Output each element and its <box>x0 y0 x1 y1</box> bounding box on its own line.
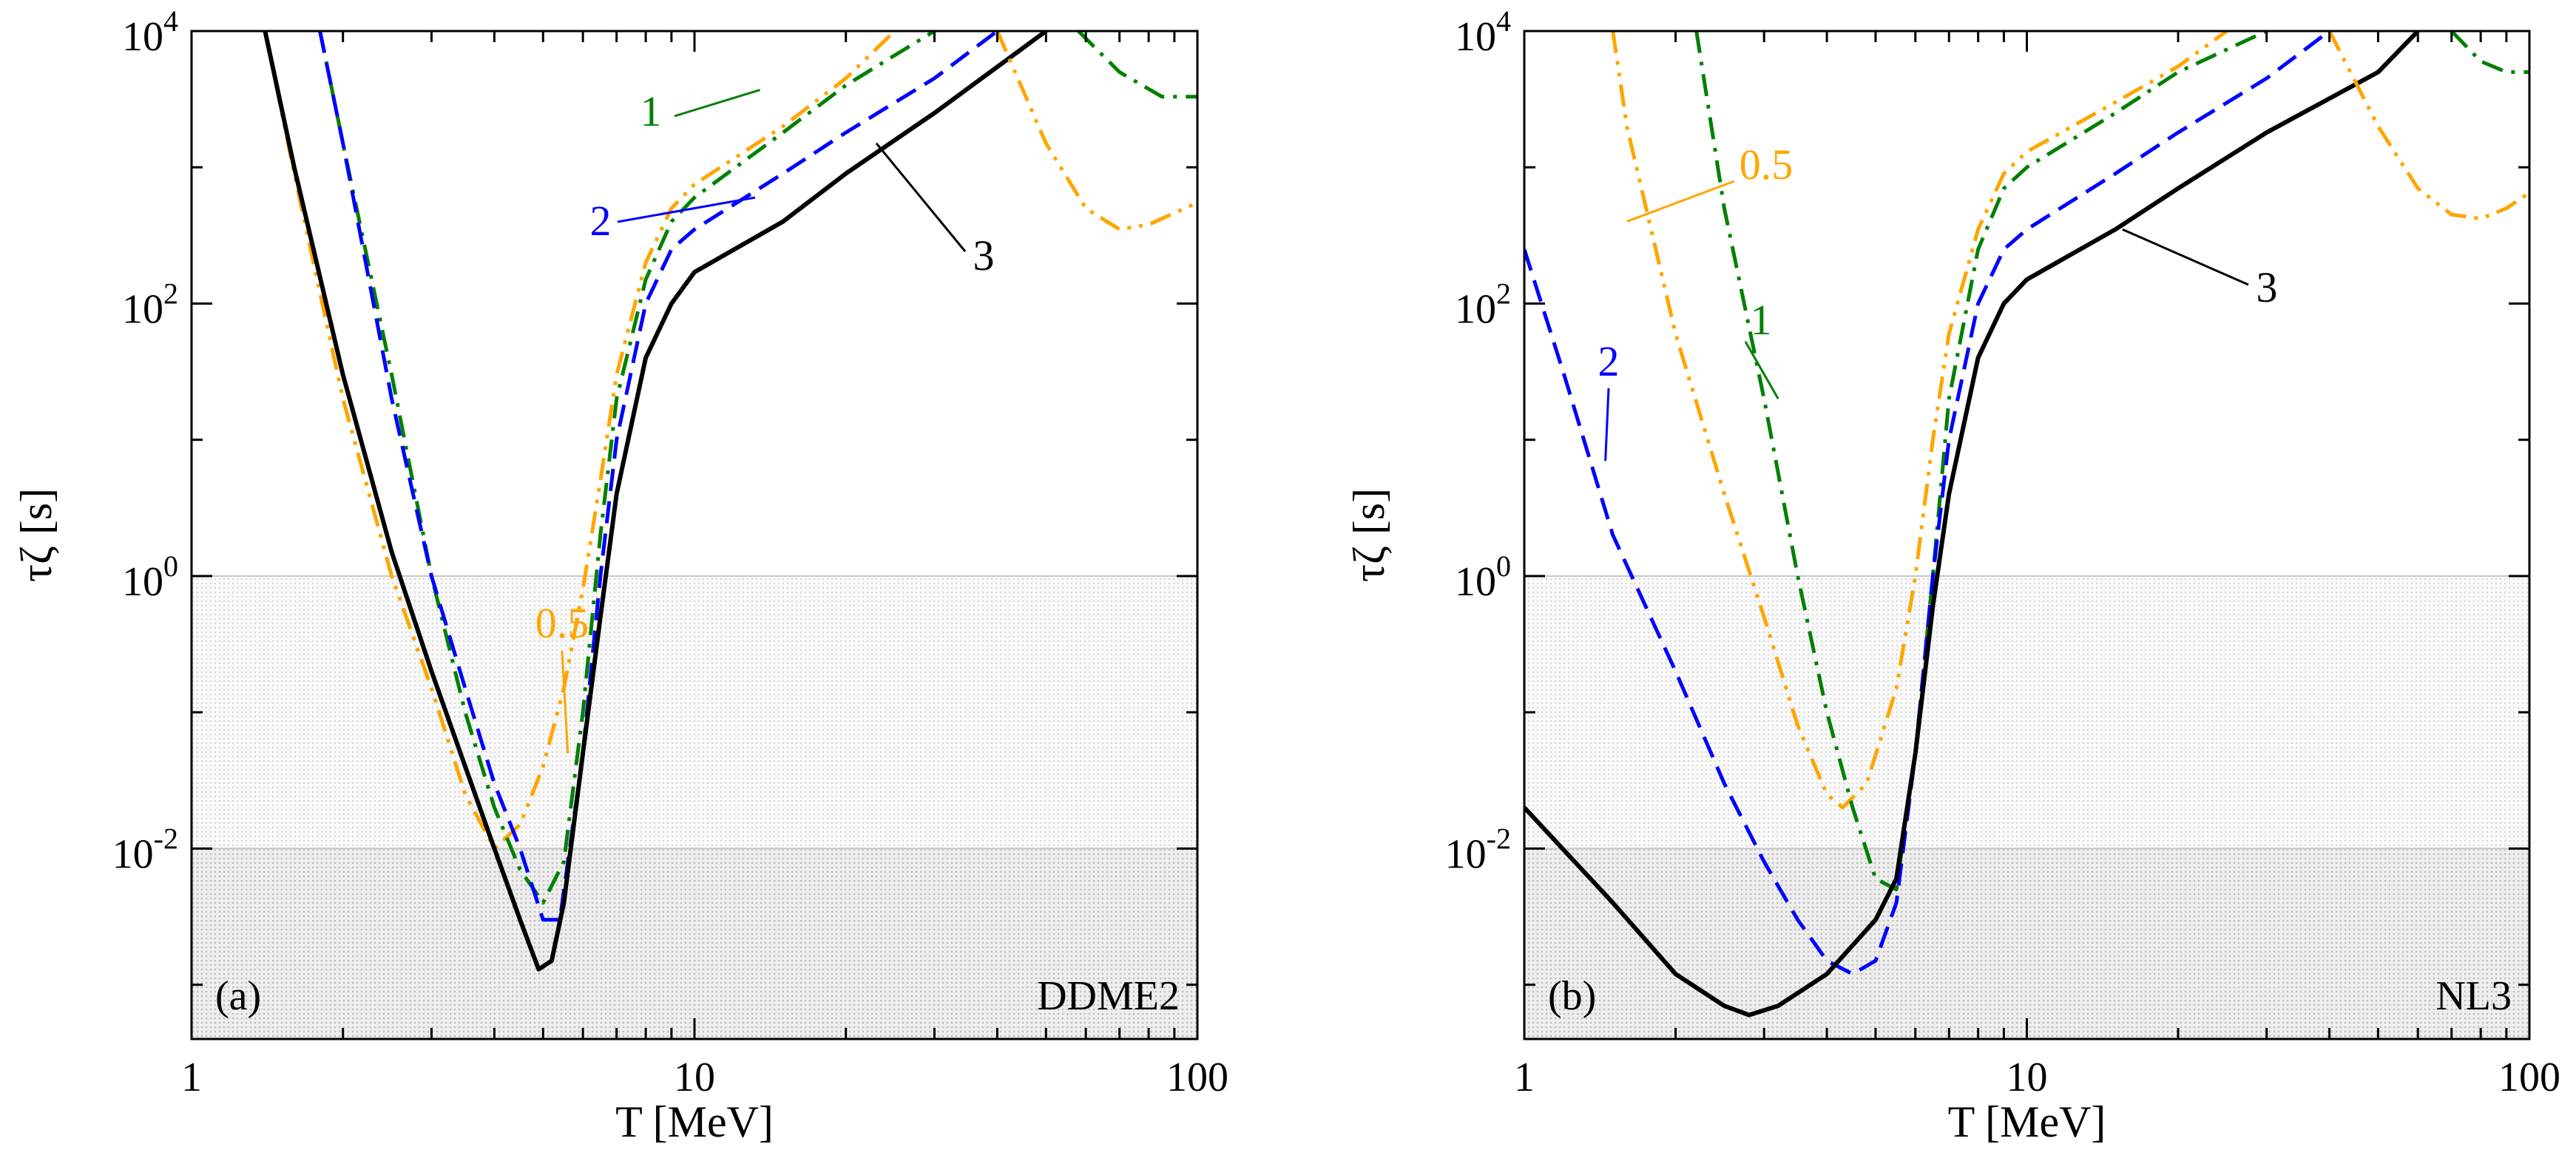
model-label: DDME2 <box>1037 973 1180 1019</box>
curve-label: 0.5 <box>535 599 589 647</box>
x-tick-label: 10 <box>2007 1055 2048 1100</box>
x-tick-label: 10 <box>674 1055 715 1100</box>
curve-label: 1 <box>640 87 662 135</box>
x-axis-label: T [MeV] <box>615 1097 774 1146</box>
series-line-1 <box>1694 31 2268 892</box>
high-t-line-0-5 <box>995 31 1197 231</box>
y-tick-label: 100 <box>1455 549 1511 605</box>
x-axis-label: T [MeV] <box>1948 1097 2106 1146</box>
x-tick-label: 100 <box>2498 1055 2560 1100</box>
y-tick-label: 104 <box>122 4 178 60</box>
y-tick-labels: 104 102 100 10-2 <box>112 4 178 877</box>
panel-label: (b) <box>1548 973 1596 1019</box>
annotation-leader <box>674 89 761 118</box>
shaded-bands <box>1524 575 2529 1039</box>
high-t-line-1 <box>1077 31 1197 99</box>
y-tick-label: 100 <box>122 549 178 605</box>
y-tick-label: 102 <box>122 277 178 332</box>
curve-annotations: 0.5 1 2 3 <box>1598 141 2278 461</box>
high-t-line-0-5 <box>2327 31 2529 221</box>
x-tick-label: 100 <box>1166 1055 1228 1100</box>
series-line-2 <box>318 31 998 922</box>
y-tick-label: 10-2 <box>1445 822 1511 877</box>
curve-label: 0.5 <box>1740 141 1794 189</box>
curve-label: 3 <box>2256 263 2278 311</box>
plot-curves <box>1524 31 2529 1018</box>
annotation-leader <box>1744 341 1779 400</box>
y-axis-label: τζ [s] <box>1345 488 1393 582</box>
y-tick-labels: 104 102 100 10-2 <box>1445 4 1511 877</box>
model-label: NL3 <box>2435 973 2512 1019</box>
annotation-leader <box>1626 180 1735 223</box>
series-line-3 <box>263 31 1048 972</box>
series-line-3 <box>1524 31 2420 1018</box>
shaded-bands <box>192 575 1197 1039</box>
panel-label: (a) <box>215 973 261 1019</box>
x-tick-label: 1 <box>1514 1055 1535 1100</box>
curve-label: 1 <box>1751 296 1772 344</box>
x-tick-label: 1 <box>181 1055 202 1100</box>
y-tick-label: 10-2 <box>112 822 178 877</box>
annotation-leader <box>875 142 967 252</box>
series-line-2 <box>1524 31 2331 976</box>
shaded-band-1 <box>192 575 1197 849</box>
annotation-leader <box>2122 228 2249 286</box>
curve-label: 2 <box>590 197 612 245</box>
plot-frame <box>1523 30 2531 1040</box>
series-line-1 <box>318 31 936 905</box>
y-tick-label: 104 <box>1455 4 1511 60</box>
annotation-leader <box>561 650 569 754</box>
curve-label: 2 <box>1598 337 1620 385</box>
curve-annotations: 1 2 3 0.5 <box>535 87 995 754</box>
y-tick-label: 102 <box>1455 277 1511 332</box>
y-axis-label: τζ [s] <box>12 488 61 582</box>
curves-clip <box>1524 31 2529 1018</box>
x-tick-labels: 1 10 100 <box>1514 1055 2560 1100</box>
series-line-0-5 <box>1611 31 2228 810</box>
curve-label: 3 <box>973 231 995 280</box>
x-tick-labels: 1 10 100 <box>181 1055 1228 1100</box>
annotation-leader <box>1604 387 1610 461</box>
shaded-band-2 <box>192 848 1197 1039</box>
high-t-line-1 <box>2450 31 2529 74</box>
annotation-leader <box>617 196 756 223</box>
shaded-band-1 <box>1524 575 2529 849</box>
shaded-band-2 <box>1524 848 2529 1039</box>
plot-frame <box>190 30 1199 1040</box>
